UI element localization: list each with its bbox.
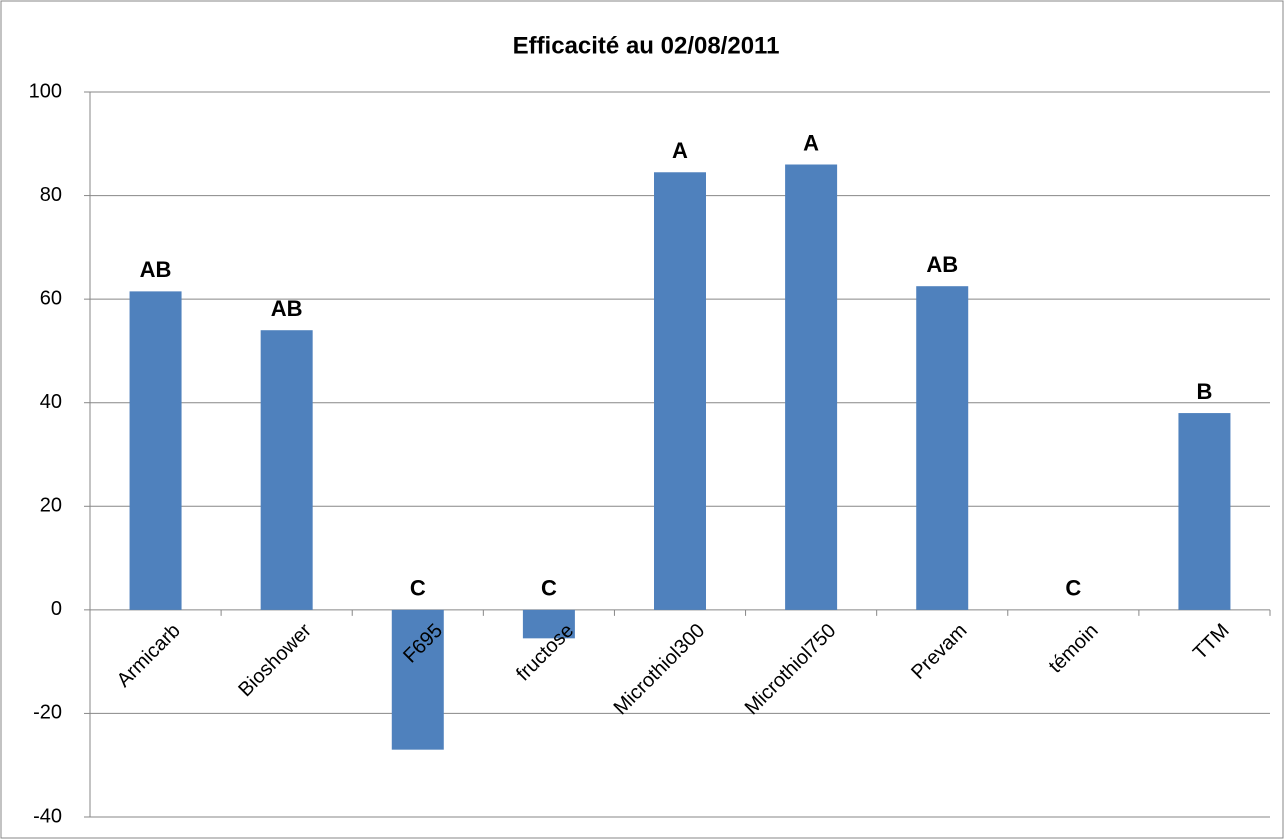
bar-annotation: C	[1065, 576, 1081, 601]
y-tick-label: -20	[33, 702, 62, 724]
bar	[522, 609, 575, 639]
bar	[391, 609, 444, 750]
bar-annotation: AB	[140, 257, 172, 282]
bar-annotation: A	[672, 138, 688, 163]
y-tick-label: 20	[40, 495, 62, 517]
y-tick-label: -40	[33, 805, 62, 827]
bar	[785, 164, 838, 610]
bar-annotation: AB	[926, 252, 958, 277]
bar	[1178, 413, 1231, 610]
bar	[916, 286, 969, 610]
y-tick-label: 100	[29, 80, 62, 102]
y-tick-label: 40	[40, 391, 62, 413]
bar-annotation: A	[803, 130, 819, 155]
y-tick-label: 60	[40, 287, 62, 309]
bar	[654, 172, 706, 610]
bar-annotation: C	[410, 576, 426, 601]
bar	[260, 330, 313, 610]
bar-annotation: AB	[271, 296, 303, 321]
bar-annotation: B	[1196, 379, 1212, 404]
y-tick-label: 0	[51, 598, 62, 620]
y-tick-label: 80	[40, 184, 62, 206]
chart-title: Efficacité au 02/08/2011	[513, 32, 780, 59]
bar	[129, 291, 182, 610]
bar-annotation: C	[541, 576, 557, 601]
